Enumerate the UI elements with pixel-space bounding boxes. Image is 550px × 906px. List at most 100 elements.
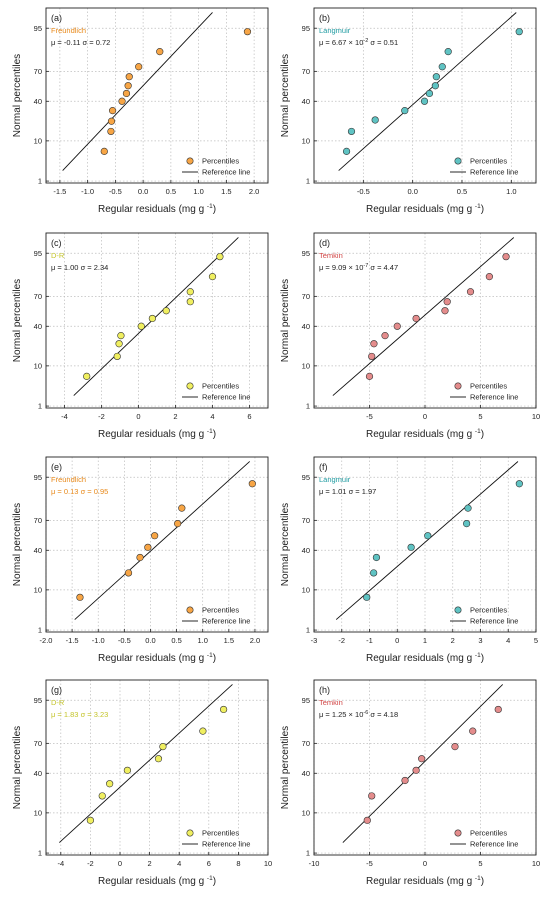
data-point xyxy=(220,705,228,714)
y-tick-label: 95 xyxy=(302,696,310,705)
legend-label-percentiles: Percentiles xyxy=(202,606,239,615)
legend-label-percentiles: Percentiles xyxy=(470,606,507,615)
data-point xyxy=(401,107,409,115)
y-tick-label: 10 xyxy=(302,361,310,370)
y-axis-title: Normal percentiles xyxy=(280,503,291,586)
x-tick-label: 0 xyxy=(423,412,427,421)
data-point xyxy=(401,776,409,785)
legend-marker-icon xyxy=(186,157,194,165)
data-point xyxy=(115,340,123,348)
sigma-value: 3.23 xyxy=(94,710,109,719)
y-axis-title: Normal percentiles xyxy=(12,279,23,362)
model-name: Temkin xyxy=(319,698,343,707)
legend-marker-icon xyxy=(454,157,462,165)
data-point xyxy=(86,816,94,824)
x-axis-title-close: ) xyxy=(213,876,216,887)
y-tick-label: 10 xyxy=(302,808,310,817)
mu-label: μ = xyxy=(51,487,64,496)
data-point xyxy=(159,742,167,751)
y-tick-label: 70 xyxy=(302,292,310,301)
data-point xyxy=(148,314,156,323)
mu-value: 1.00 xyxy=(64,263,79,272)
data-point xyxy=(154,755,163,763)
reference-line xyxy=(59,684,233,843)
x-tick-label: -2.0 xyxy=(40,636,53,645)
data-point xyxy=(515,480,523,488)
y-tick-label: 10 xyxy=(302,136,310,145)
mu-label: μ = xyxy=(319,38,332,47)
y-tick-label: 95 xyxy=(302,24,310,33)
y-tick-label: 40 xyxy=(34,97,42,106)
x-tick-label: 8 xyxy=(236,859,240,868)
data-point xyxy=(444,48,452,56)
x-axis-title-sup: -1 xyxy=(207,428,213,435)
x-axis-title: Regular residuals (mg g -1) xyxy=(98,875,216,887)
y-tick-label: 1 xyxy=(38,849,42,858)
data-point xyxy=(186,288,194,296)
data-point xyxy=(431,82,439,90)
sigma-value: 2.34 xyxy=(94,263,109,272)
x-tick-label: 3 xyxy=(478,636,482,645)
data-point xyxy=(381,332,389,340)
chart-panel-d: -5 0 5 10 1 10 40 70 95 Regular residuals (mg g -… xyxy=(280,232,540,440)
sigma-label: σ = xyxy=(78,487,93,496)
sigma-label: σ = xyxy=(78,710,93,719)
y-axis-title: Normal percentiles xyxy=(12,503,23,586)
y-tick-label: 95 xyxy=(302,249,310,258)
chart-panel-g: -4 -2 0 2 4 6 8 10 1 10 40 70 95 Regular residuals (m… xyxy=(12,679,272,887)
x-tick-label: -1.5 xyxy=(66,636,79,645)
panel-label: (f) xyxy=(319,462,328,472)
data-point xyxy=(135,63,143,71)
y-tick-label: 40 xyxy=(302,97,310,106)
y-axis-title: Normal percentiles xyxy=(280,279,291,362)
data-point xyxy=(124,569,133,577)
x-tick-label: -1.5 xyxy=(53,187,66,196)
legend-label-percentiles: Percentiles xyxy=(202,157,239,166)
data-point xyxy=(412,766,420,774)
data-point xyxy=(117,332,125,340)
panel-label: (d) xyxy=(319,238,330,248)
sigma-value: 0.72 xyxy=(96,38,111,47)
x-tick-label: 1 xyxy=(423,636,427,645)
data-point xyxy=(425,89,434,98)
x-axis-title-close: ) xyxy=(213,204,216,215)
mu-value: 1.83 xyxy=(64,710,79,719)
y-tick-label: 40 xyxy=(34,769,42,778)
legend-label-reference: Reference line xyxy=(470,840,518,849)
data-point xyxy=(98,792,106,800)
y-tick-label: 40 xyxy=(302,769,310,778)
legend-label-reference: Reference line xyxy=(202,168,250,177)
model-name: Freundlich xyxy=(51,26,86,35)
x-tick-label: 0.5 xyxy=(457,187,467,196)
data-point xyxy=(469,727,477,735)
y-tick-label: 10 xyxy=(302,585,310,594)
data-point xyxy=(186,298,194,306)
stats-text: μ = 1.25 × 10-6 σ = 4.18 xyxy=(319,710,398,719)
sigma-label: σ = xyxy=(80,38,95,47)
sigma-label: σ = xyxy=(78,263,93,272)
mu-exponent: -7 xyxy=(363,263,368,269)
x-tick-label: -0.5 xyxy=(109,187,122,196)
x-tick-label: 0.0 xyxy=(145,636,155,645)
mu-value: 9.09 × 10 xyxy=(332,263,364,272)
x-tick-label: 2.0 xyxy=(250,636,260,645)
panel-label: (h) xyxy=(319,685,330,695)
panel-label: (g) xyxy=(51,685,62,695)
x-tick-label: -1.0 xyxy=(92,636,105,645)
x-tick-label: 2 xyxy=(148,859,152,868)
chart-panel-b: -0.5 0.0 0.5 1.0 1 10 40 70 95 Regular residuals … xyxy=(280,7,537,215)
x-tick-label: 5 xyxy=(478,412,482,421)
reference-line xyxy=(332,237,515,396)
sigma-label: σ = xyxy=(370,710,383,719)
data-point xyxy=(122,89,131,98)
data-point xyxy=(424,532,432,540)
x-tick-label: 6 xyxy=(247,412,251,421)
y-tick-label: 70 xyxy=(34,739,42,748)
sigma-label: σ = xyxy=(370,263,383,272)
x-axis-title-close: ) xyxy=(481,876,484,887)
stats-text: μ = 1.00 σ = 2.34 xyxy=(51,263,108,272)
reference-line xyxy=(62,12,213,171)
legend-marker-icon xyxy=(454,606,462,614)
stats-text: μ = -0.11 σ = 0.72 xyxy=(51,38,110,47)
